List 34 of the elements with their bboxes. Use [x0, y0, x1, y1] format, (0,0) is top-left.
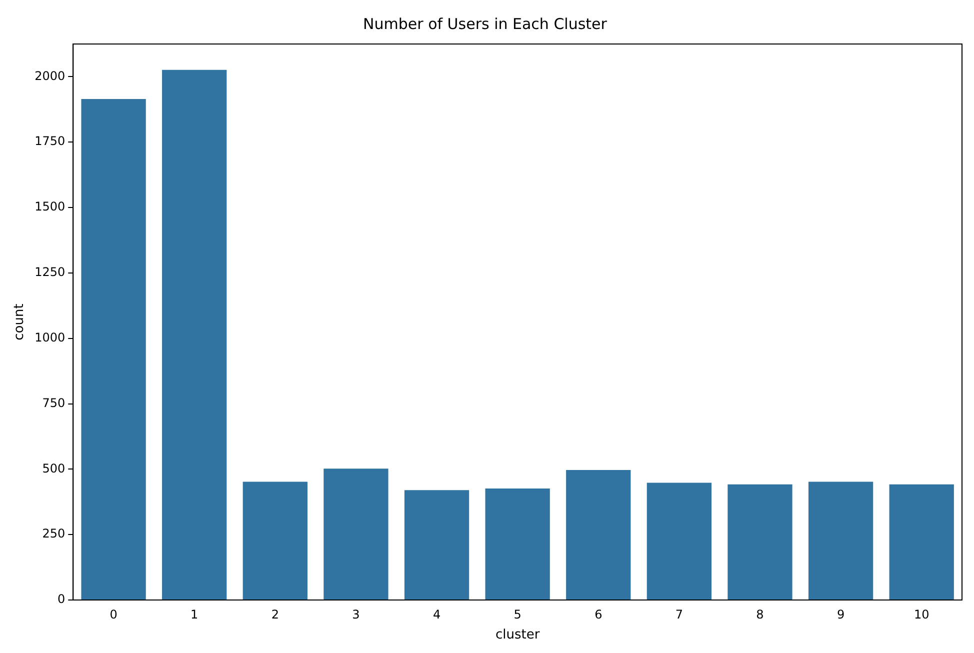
bar	[404, 490, 470, 600]
chart-title: Number of Users in Each Cluster	[363, 14, 608, 33]
bar	[485, 488, 550, 600]
x-tick-label: 9	[836, 607, 845, 622]
x-tick-label: 2	[271, 607, 279, 622]
y-axis-title: count	[12, 304, 28, 340]
y-tick-label: 500	[42, 461, 66, 476]
y-tick-label: 1500	[34, 200, 66, 214]
x-tick-label: 4	[432, 607, 441, 622]
y-tick-label: 0	[58, 592, 66, 606]
y-tick-label: 1750	[34, 134, 66, 148]
bar	[162, 70, 227, 600]
y-tick-label: 1250	[34, 265, 66, 280]
y-tick-label: 750	[42, 396, 66, 410]
bar	[81, 98, 146, 600]
bar	[808, 482, 874, 600]
y-tick-label: 250	[42, 526, 66, 541]
bar	[646, 482, 712, 600]
x-tick-label: 1	[190, 607, 198, 622]
bar	[728, 484, 792, 600]
x-tick-label: 6	[594, 607, 602, 622]
x-tick-label: 3	[352, 607, 360, 622]
y-tick-label: 1000	[34, 330, 66, 344]
x-tick-label: 10	[914, 607, 930, 622]
x-tick-label: 0	[110, 607, 118, 622]
x-axis-title: cluster	[495, 628, 540, 643]
x-tick-label: 7	[675, 607, 683, 622]
bar	[242, 482, 308, 600]
x-tick-label: 5	[514, 607, 522, 622]
y-tick-label: 2000	[34, 68, 66, 83]
bar	[889, 484, 954, 600]
x-tick-label: 8	[756, 607, 764, 622]
bar	[566, 470, 631, 600]
bar	[324, 468, 388, 600]
